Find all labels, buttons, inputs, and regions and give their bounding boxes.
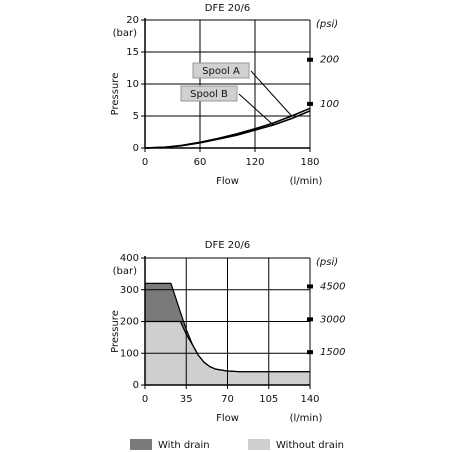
y-tick-label: 200 <box>120 317 139 328</box>
chart-title: DFE 20/6 <box>205 3 250 14</box>
series-line <box>145 320 310 373</box>
leader-line <box>250 70 293 117</box>
y2-tick-label: 1500 <box>320 347 345 358</box>
y-tick-label: 400 <box>120 253 139 264</box>
legend-box <box>180 85 238 102</box>
y-tick-label: 20 <box>126 15 139 26</box>
x-tick-label: 140 <box>300 394 319 405</box>
legend-label: Without drain <box>276 440 344 451</box>
y-axis-title: Pressure <box>110 73 121 116</box>
y2-tick-label: 4500 <box>320 281 345 292</box>
y-unit: (bar) <box>113 266 137 277</box>
leader-line <box>238 93 274 126</box>
y2-unit: (psi) <box>316 257 338 268</box>
y2-unit: (psi) <box>316 19 338 30</box>
legend-label: Spool A <box>202 66 240 77</box>
legend-label: With drain <box>158 440 210 451</box>
legend-swatch <box>130 439 152 450</box>
y-tick-label: 10 <box>126 79 139 90</box>
y2-tick-label: 100 <box>320 99 339 110</box>
x-tick-label: 0 <box>142 157 148 168</box>
x-tick-label: 60 <box>194 157 207 168</box>
x-axis-title: Flow <box>216 176 239 187</box>
y-tick-label: 100 <box>120 348 139 359</box>
x-tick-label: 180 <box>300 157 319 168</box>
y-unit: (bar) <box>113 28 137 39</box>
legend-swatch <box>248 439 270 450</box>
x-tick-label: 0 <box>142 394 148 405</box>
x-tick-label: 120 <box>245 157 264 168</box>
x-unit: (l/min) <box>290 413 323 424</box>
x-tick-label: 70 <box>221 394 234 405</box>
x-unit: (l/min) <box>290 176 323 187</box>
y-tick-label: 0 <box>133 143 139 154</box>
legend-box <box>192 62 250 79</box>
y-tick-label: 300 <box>120 285 139 296</box>
series-line <box>144 110 311 149</box>
x-axis-title: Flow <box>216 413 239 424</box>
x-tick-label: 35 <box>180 394 193 405</box>
y-tick-label: 0 <box>133 380 139 391</box>
y-tick-label: 15 <box>126 47 139 58</box>
y2-tick-label: 200 <box>320 55 339 66</box>
chart-title: DFE 20/6 <box>205 240 250 251</box>
y2-tick-label: 3000 <box>320 314 345 325</box>
legend-label: Spool B <box>190 89 228 100</box>
series-line <box>144 107 311 149</box>
x-tick-label: 105 <box>259 394 278 405</box>
y-tick-label: 5 <box>133 111 139 122</box>
y-axis-title: Pressure <box>110 310 121 353</box>
